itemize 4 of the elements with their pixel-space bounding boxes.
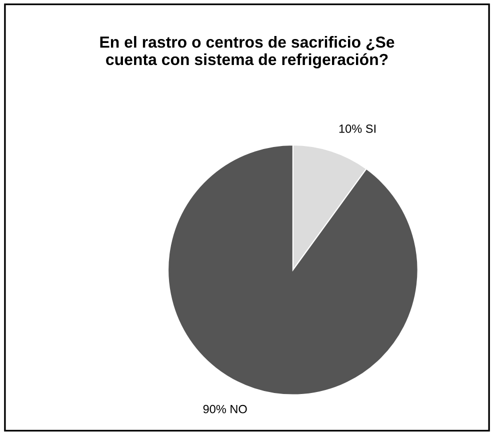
pie-slice [167, 144, 418, 396]
slice-label: 90% NO [203, 404, 247, 414]
slice-label: 10% SI [339, 124, 376, 133]
chart-title: En el rastro o centros de sacrificio ¿Se cuenta con sistema de refrigeración? [100, 36, 394, 68]
